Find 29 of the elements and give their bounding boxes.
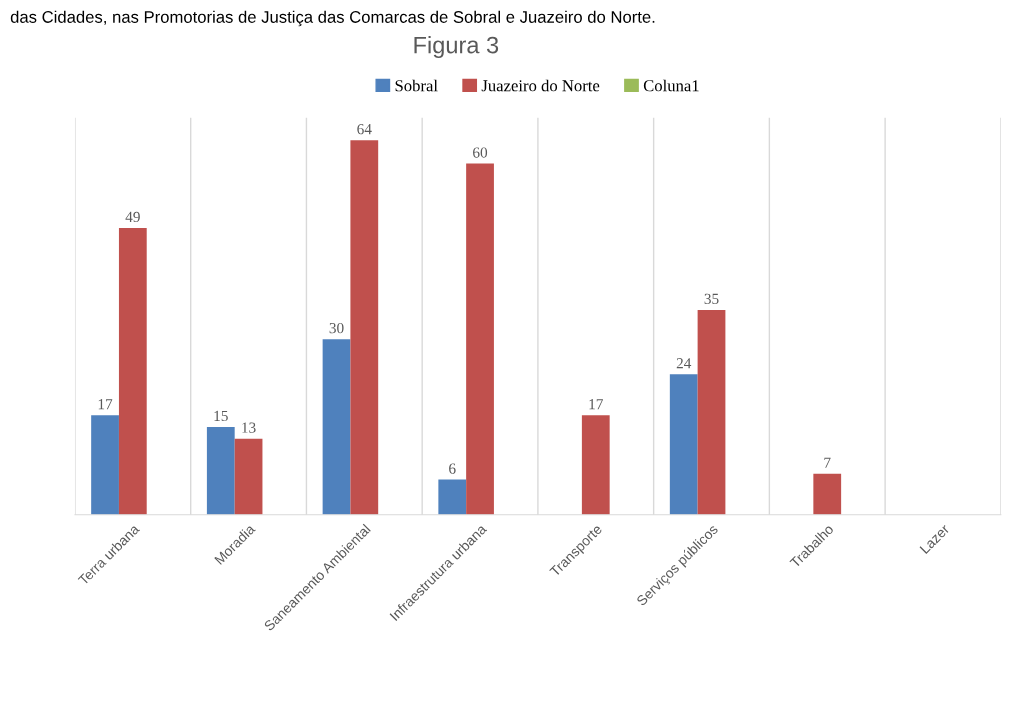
data-label: 6 <box>449 463 456 474</box>
data-label: 30 <box>329 322 344 334</box>
legend-label: Coluna1 <box>643 79 699 92</box>
data-label: 17 <box>589 399 603 410</box>
legend-label: Juazeiro do Norte <box>481 79 600 92</box>
data-label: 15 <box>214 410 228 422</box>
data-label: 64 <box>357 124 372 135</box>
chart-title: Figura 3 <box>414 36 499 59</box>
bar <box>466 163 494 515</box>
legend-label: Sobral <box>395 79 438 92</box>
bar <box>322 339 351 515</box>
bar <box>438 479 467 515</box>
bar <box>118 227 147 515</box>
bar <box>350 140 379 515</box>
data-label: 60 <box>473 147 488 158</box>
bar <box>581 415 610 515</box>
data-label: 7 <box>824 457 831 468</box>
bar <box>697 309 726 515</box>
text: das Cidades, nas Promotorias de Justiça das Comarcas de Sobral e Juazeiro do Norte. <box>10 10 655 27</box>
bar <box>234 438 263 515</box>
data-label: 49 <box>125 211 140 223</box>
data-label: 17 <box>98 399 113 410</box>
bar <box>813 473 842 515</box>
data-label: 35 <box>704 293 719 305</box>
bar <box>669 374 698 515</box>
data-label: 24 <box>676 358 692 369</box>
data-label: 13 <box>242 422 256 433</box>
bar <box>91 415 119 515</box>
bar <box>206 426 235 515</box>
